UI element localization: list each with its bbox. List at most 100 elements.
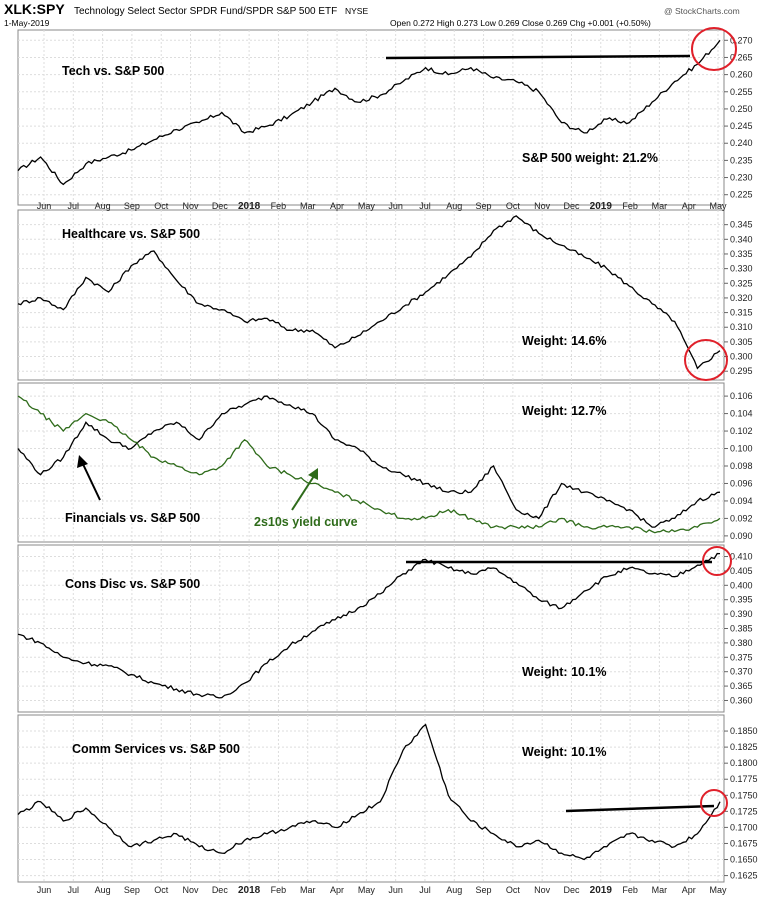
series-line	[17, 552, 721, 699]
highlight-circle	[700, 789, 728, 817]
x-tick-label: Apr	[330, 201, 344, 211]
y-tick-label: 0.225	[730, 190, 753, 200]
y-tick-label: 0.1725	[730, 806, 758, 816]
x-tick-label: Feb	[622, 885, 638, 895]
x-tick-label: Sep	[476, 885, 492, 895]
symbol-description: Technology Select Sector SPDR Fund/SPDR …	[74, 6, 337, 17]
y-tick-label: 0.335	[730, 249, 753, 259]
y-tick-label: 0.270	[730, 35, 753, 45]
x-tick-label: Dec	[212, 885, 229, 895]
panel-title: Comm Services vs. S&P 500	[72, 742, 240, 756]
weight-annotation: Weight: 14.6%	[522, 334, 607, 348]
x-tick-label: Oct	[506, 885, 521, 895]
x-tick-label: Sep	[124, 885, 140, 895]
x-tick-label: 2019	[590, 201, 613, 212]
panel-title: Financials vs. S&P 500	[65, 511, 200, 525]
x-axes: Jun Jul Aug Sep Oct Nov Dec 2018 Feb Mar Apr May Jun…	[37, 201, 727, 896]
series-line	[17, 215, 721, 370]
y-tick-label: 0.300	[730, 352, 753, 362]
x-tick-label: Mar	[300, 201, 316, 211]
x-tick-label: Feb	[271, 201, 287, 211]
y-tick-label: 0.310	[730, 322, 753, 332]
x-tick-label: Aug	[446, 201, 462, 211]
y-tick-label: 0.106	[730, 391, 753, 401]
symbol-label: XLK:SPY	[4, 1, 65, 17]
y-tick-label: 0.390	[730, 609, 753, 619]
y-tick-label: 0.260	[730, 70, 753, 80]
y-tick-label: 0.235	[730, 155, 753, 165]
y-tick-label: 0.365	[730, 681, 753, 691]
y-tick-label: 0.1650	[730, 855, 758, 865]
y-tick-label: 0.295	[730, 366, 753, 376]
exchange-label: NYSE	[345, 6, 368, 16]
y-tick-label: 0.385	[730, 624, 753, 634]
panel-3: 0.090 0.092 0.094 0.096 0.098 0.100 0.102 0.104…	[17, 382, 753, 543]
panel-title: Tech vs. S&P 500	[62, 64, 164, 78]
x-tick-label: Jun	[388, 885, 403, 895]
x-tick-label: Oct	[154, 201, 169, 211]
y-tick-label: 0.255	[730, 87, 753, 97]
y-tick-label: 0.320	[730, 293, 753, 303]
weight-annotation: S&P 500 weight: 21.2%	[522, 151, 658, 165]
x-tick-label: Dec	[563, 201, 580, 211]
y-tick-label: 0.375	[730, 652, 753, 662]
y-tick-label: 0.330	[730, 264, 753, 274]
y-tick-label: 0.325	[730, 278, 753, 288]
x-tick-label: Dec	[212, 201, 229, 211]
y-tick-label: 0.265	[730, 52, 753, 62]
x-tick-label: Mar	[652, 201, 668, 211]
x-tick-label: Jun	[37, 885, 52, 895]
x-tick-label: Oct	[154, 885, 169, 895]
y-tick-label: 0.100	[730, 444, 753, 454]
y-tick-label: 0.1700	[730, 822, 758, 832]
panel-title: Cons Disc vs. S&P 500	[65, 577, 200, 591]
y-tick-label: 0.405	[730, 566, 753, 576]
y-tick-label: 0.104	[730, 409, 753, 419]
x-tick-label: Mar	[300, 885, 316, 895]
x-tick-label: May	[709, 885, 727, 895]
panel-frame	[17, 29, 725, 206]
y-tick-label: 0.245	[730, 121, 753, 131]
chart-date: 1-May-2019	[4, 18, 50, 28]
x-tick-label: Oct	[506, 201, 521, 211]
x-tick-label: May	[358, 201, 376, 211]
y-tick-label: 0.102	[730, 426, 753, 436]
panel-title: Healthcare vs. S&P 500	[62, 227, 200, 241]
financials-arrowhead	[77, 455, 88, 468]
x-tick-label: Sep	[124, 201, 140, 211]
x-tick-label: Nov	[534, 885, 551, 895]
x-tick-label: Jun	[388, 201, 403, 211]
y-tick-label: 0.092	[730, 513, 753, 523]
x-tick-label: May	[709, 201, 727, 211]
highlight-circle	[684, 339, 728, 381]
chart-header: XLK:SPY Technology Select Sector SPDR Fu…	[4, 1, 740, 28]
y-tick-label: 0.096	[730, 478, 753, 488]
x-tick-label: Aug	[95, 885, 111, 895]
highlight-circle	[691, 27, 737, 71]
x-tick-label: 2018	[238, 201, 261, 212]
ohlc-readout: Open 0.272 High 0.273 Low 0.269 Close 0.…	[390, 18, 651, 28]
y-tick-label: 0.315	[730, 308, 753, 318]
y-tick-label: 0.098	[730, 461, 753, 471]
panel-frame	[17, 209, 725, 381]
y-tick-label: 0.094	[730, 496, 753, 506]
y-tick-label: 0.395	[730, 595, 753, 605]
y-tick-label: 0.250	[730, 104, 753, 114]
panel-2: 0.295 0.300 0.305 0.310 0.315 0.320 0.325 0.330…	[17, 209, 753, 381]
panels-group: 0.225 0.230 0.235 0.240 0.245 0.250 0.255 0.260…	[17, 29, 758, 883]
weight-annotation: Weight: 12.7%	[522, 404, 607, 418]
highlight-circle	[702, 546, 732, 576]
y-tick-label: 0.305	[730, 337, 753, 347]
financials-arrow	[81, 461, 101, 501]
x-tick-label: Apr	[682, 885, 696, 895]
y-tick-label: 0.380	[730, 638, 753, 648]
resistance-line	[385, 54, 691, 60]
x-tick-label: Feb	[622, 201, 638, 211]
series-line	[17, 39, 721, 186]
y-tick-label: 0.1675	[730, 838, 758, 848]
yield-curve-label: 2s10s yield curve	[254, 515, 358, 529]
series-line	[17, 723, 721, 861]
x-tick-label: 2019	[590, 885, 613, 896]
x-tick-label: Nov	[534, 201, 551, 211]
